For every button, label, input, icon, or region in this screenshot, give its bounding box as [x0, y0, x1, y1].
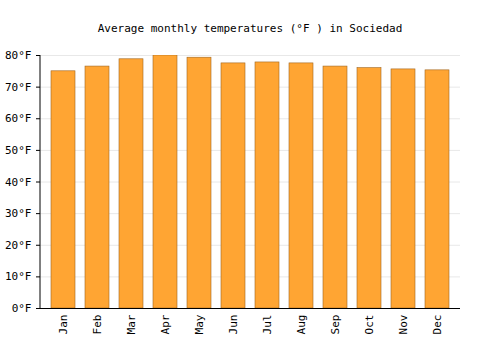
svg-text:Nov: Nov [397, 314, 410, 334]
svg-text:70°F: 70°F [5, 81, 32, 94]
svg-text:10°F: 10°F [5, 270, 32, 283]
svg-text:Jan: Jan [57, 315, 70, 335]
svg-text:60°F: 60°F [5, 112, 32, 125]
svg-text:May: May [193, 314, 206, 334]
svg-text:0°F: 0°F [12, 302, 32, 315]
svg-text:Jun: Jun [227, 315, 240, 335]
svg-text:Dec: Dec [431, 315, 444, 335]
svg-text:40°F: 40°F [5, 176, 32, 189]
html-text:Average monthly temperatures (: Average monthly temperatures (°F ) in So… [97, 22, 403, 35]
svg-text:30°F: 30°F [5, 207, 32, 220]
svg-text:Feb: Feb [91, 315, 104, 335]
svg-text:Aug: Aug [295, 315, 308, 335]
svg-text:Apr: Apr [159, 314, 172, 334]
svg-text:50°F: 50°F [5, 144, 32, 157]
svg-text:20°F: 20°F [5, 239, 32, 252]
svg-text:Jul: Jul [261, 315, 274, 335]
svg-text:Mar: Mar [125, 314, 138, 334]
svg-text:80°F: 80°F [5, 49, 32, 62]
svg-text:Sep: Sep [329, 315, 342, 335]
svg-text:Oct: Oct [363, 315, 376, 335]
